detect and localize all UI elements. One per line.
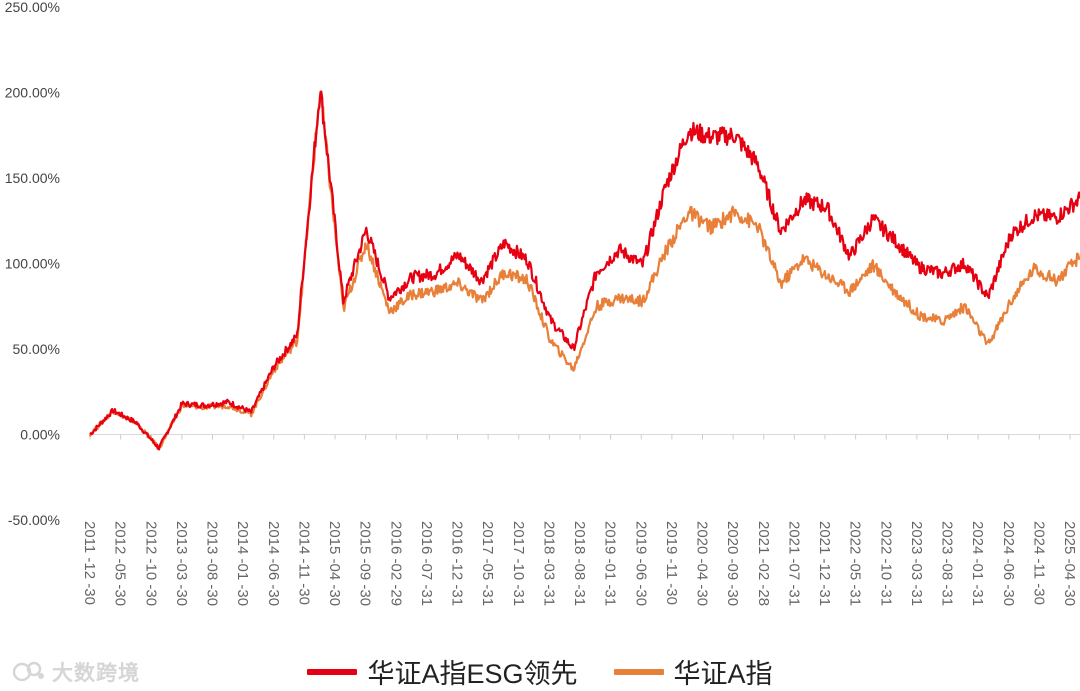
legend-item-index: 华证A指 [613,652,773,691]
x-tick-label: 2019 -01 -31 [602,521,619,606]
x-tick-label: 2014 -06 -30 [265,521,282,606]
x-tick-label: 2013 -08 -30 [204,521,221,606]
x-tick-label: 2016 -07 -31 [418,521,435,606]
y-axis-ticks: -50.00% 0.00% 50.00% 100.00% 150.00% 200.00% 2… [5,0,60,528]
y-tick-label: 0.00% [20,427,60,443]
x-tick-label: 2019 -11 -30 [663,521,680,605]
y-tick-label: 50.00% [13,341,60,357]
y-tick-label: 100.00% [5,256,60,272]
y-tick-label: 150.00% [5,170,60,186]
x-tick-label: 2015 -04 -30 [326,521,343,606]
x-tick-label: 2012 -05 -30 [112,521,129,606]
watermark-logo-icon [12,660,46,684]
x-tick-label: 2013 -03 -30 [173,521,190,606]
x-tick-label: 2024 -01 -31 [969,521,986,606]
legend-swatch-index [613,668,664,675]
x-tick-label: 2020 -09 -30 [724,521,741,606]
x-tick-label: 2025 -04 -30 [1061,521,1078,606]
x-tick-label: 2023 -08 -31 [939,521,956,606]
x-tick-label: 2014 -11 -30 [295,521,312,605]
line-chart: -50.00% 0.00% 50.00% 100.00% 150.00% 200.00% 2… [5,0,1080,606]
watermark-text: 大数跨境 [52,662,140,685]
x-axis-ticks: 2011 -12 -30 2012 -05 -30 2012 -10 -30 2013… [81,434,1078,606]
x-tick-label: 2012 -10 -30 [142,521,159,606]
x-tick-label: 2011 -12 -30 [81,521,98,605]
x-tick-label: 2022 -10 -31 [877,521,894,606]
legend: 华证A指ESG领先 华证A指 [0,652,1080,691]
series-line-esg [89,90,1080,451]
legend-label-index: 华证A指 [673,659,773,689]
x-tick-label: 2016 -12 -31 [449,521,466,606]
x-tick-label: 2024 -06 -30 [1000,521,1017,606]
x-tick-label: 2020 -04 -30 [694,521,711,606]
x-tick-label: 2024 -11 -30 [1030,521,1047,605]
x-tick-label: 2022 -05 -31 [847,521,864,606]
y-tick-label: -50.00% [8,512,60,528]
legend-item-esg: 华证A指ESG领先 [307,652,578,691]
x-tick-label: 2019 -06 -30 [632,521,649,606]
x-tick-label: 2017 -10 -31 [510,521,527,606]
watermark: 大数跨境 [12,657,140,687]
x-tick-label: 2017 -05 -31 [479,521,496,606]
legend-label-esg: 华证A指ESG领先 [367,659,578,689]
x-tick-label: 2023 -03 -31 [908,521,925,606]
x-tick-label: 2018 -03 -31 [540,521,557,606]
x-tick-label: 2016 -02 -29 [387,521,404,606]
legend-swatch-esg [307,668,358,675]
y-tick-label: 200.00% [5,85,60,101]
x-tick-label: 2021 -02 -28 [755,521,772,606]
y-tick-label: 250.00% [5,0,60,15]
x-tick-label: 2015 -09 -30 [357,521,374,606]
x-tick-label: 2021 -07 -31 [785,521,802,606]
x-tick-label: 2021 -12 -31 [816,521,833,606]
series-lines [88,90,1080,451]
x-tick-label: 2014 -01 -30 [234,521,251,606]
x-tick-label: 2018 -08 -31 [571,521,588,606]
